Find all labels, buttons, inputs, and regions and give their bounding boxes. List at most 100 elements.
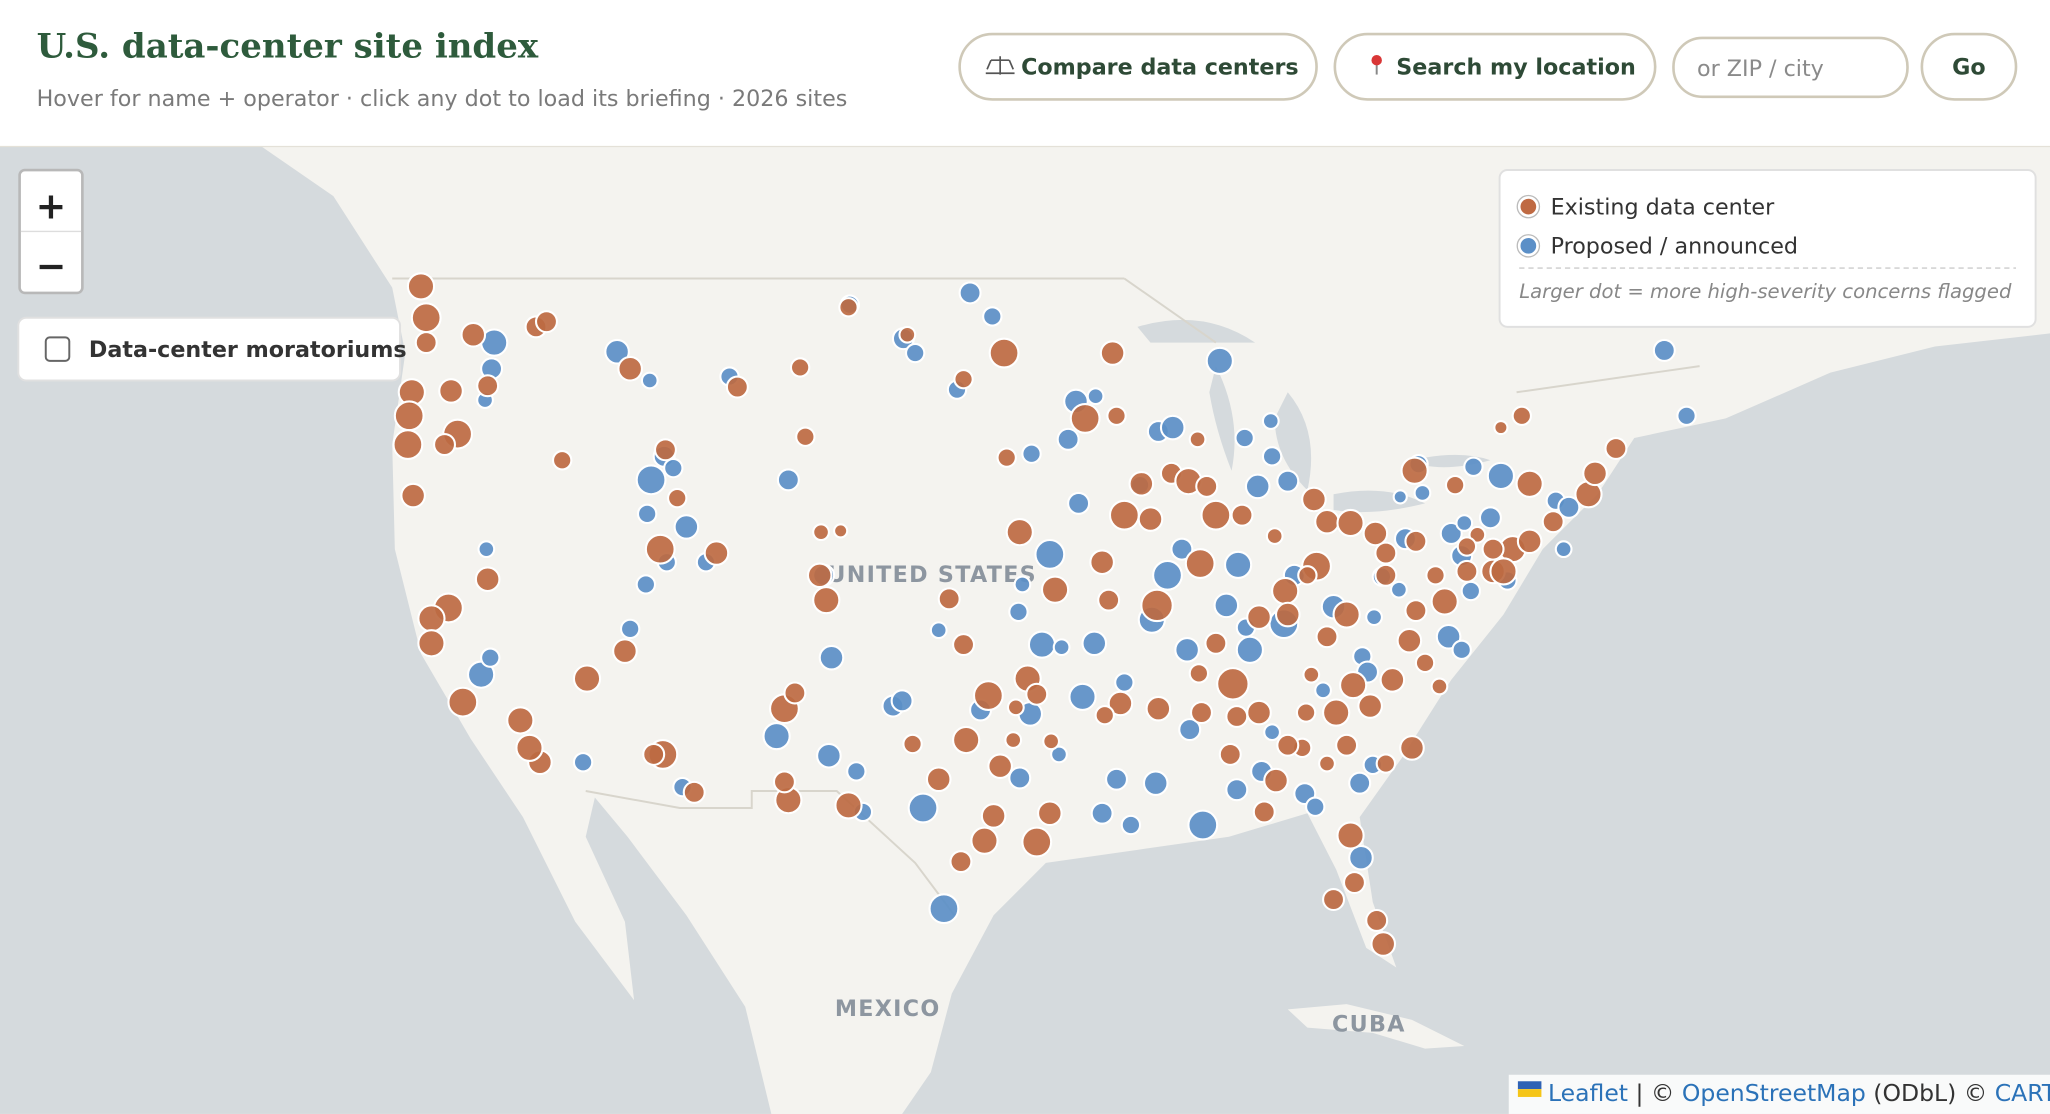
existing-site[interactable] [400, 482, 426, 509]
existing-site[interactable] [949, 850, 973, 874]
existing-site[interactable] [410, 302, 442, 334]
existing-site[interactable] [1516, 528, 1543, 555]
proposed-site[interactable] [1223, 550, 1253, 579]
existing-site[interactable] [1430, 677, 1449, 696]
existing-site[interactable] [972, 680, 1004, 712]
proposed-site[interactable] [1263, 723, 1281, 742]
existing-site[interactable] [925, 766, 952, 793]
existing-site[interactable] [1481, 537, 1505, 561]
existing-site[interactable] [1037, 800, 1063, 827]
existing-site[interactable] [1230, 503, 1254, 527]
existing-site[interactable] [1336, 508, 1365, 538]
existing-site[interactable] [1379, 667, 1406, 693]
proposed-site[interactable] [1365, 608, 1383, 627]
proposed-site[interactable] [1305, 796, 1326, 817]
existing-site[interactable] [838, 297, 859, 318]
proposed-site[interactable] [1652, 338, 1676, 362]
existing-site[interactable] [1108, 499, 1140, 531]
existing-site[interactable] [1374, 541, 1398, 565]
existing-site[interactable] [460, 321, 487, 348]
existing-site[interactable] [682, 780, 706, 804]
existing-site[interactable] [980, 803, 1007, 829]
existing-site[interactable] [1455, 559, 1479, 583]
existing-site[interactable] [834, 791, 863, 820]
proposed-site[interactable] [1068, 682, 1097, 712]
proposed-site[interactable] [1174, 637, 1200, 663]
proposed-site[interactable] [1463, 456, 1484, 477]
existing-site[interactable] [1511, 405, 1533, 426]
existing-site[interactable] [1042, 732, 1061, 751]
proposed-site[interactable] [635, 464, 667, 496]
proposed-site[interactable] [776, 468, 800, 492]
proposed-site[interactable] [904, 342, 926, 364]
moratorium-toggle[interactable]: Data-center moratoriums [17, 316, 407, 382]
proposed-site[interactable] [673, 514, 700, 540]
existing-site[interactable] [937, 587, 961, 611]
existing-site[interactable] [1604, 436, 1628, 460]
existing-site[interactable] [996, 447, 1017, 468]
proposed-site[interactable] [762, 721, 791, 751]
proposed-site[interactable] [663, 457, 684, 479]
existing-site[interactable] [703, 540, 730, 566]
existing-site[interactable] [795, 426, 816, 447]
proposed-site[interactable] [1090, 801, 1114, 825]
existing-site[interactable] [898, 325, 917, 344]
proposed-site[interactable] [1008, 601, 1029, 623]
existing-site[interactable] [1128, 470, 1155, 497]
existing-site[interactable] [1099, 340, 1126, 366]
existing-site[interactable] [1493, 419, 1509, 436]
proposed-site[interactable] [1086, 387, 1105, 406]
proposed-site[interactable] [1314, 681, 1332, 700]
existing-site[interactable] [1374, 563, 1398, 587]
existing-site[interactable] [515, 733, 544, 762]
existing-site[interactable] [812, 523, 830, 542]
existing-site[interactable] [1375, 753, 1397, 774]
proposed-site[interactable] [635, 574, 657, 595]
existing-site[interactable] [1184, 548, 1216, 579]
existing-site[interactable] [1069, 402, 1101, 434]
proposed-site[interactable] [477, 540, 496, 559]
existing-site[interactable] [1362, 520, 1389, 547]
existing-site[interactable] [1297, 565, 1318, 586]
proposed-site[interactable] [1413, 484, 1432, 502]
compare-button[interactable]: Compare data centers [958, 32, 1318, 101]
go-button[interactable]: Go [1920, 32, 2018, 101]
existing-site[interactable] [1246, 699, 1272, 726]
existing-site[interactable] [644, 533, 676, 565]
existing-site[interactable] [1318, 754, 1336, 773]
proposed-site[interactable] [1187, 809, 1219, 841]
proposed-site[interactable] [1460, 580, 1482, 602]
existing-site[interactable] [1276, 733, 1300, 757]
existing-site[interactable] [1106, 405, 1127, 426]
existing-site[interactable] [1336, 821, 1365, 850]
existing-site[interactable] [1040, 575, 1070, 604]
existing-site[interactable] [1216, 667, 1250, 701]
existing-site[interactable] [952, 633, 976, 657]
existing-site[interactable] [612, 638, 638, 664]
existing-site[interactable] [1301, 486, 1327, 513]
proposed-site[interactable] [1067, 491, 1091, 515]
proposed-site[interactable] [1027, 630, 1057, 659]
existing-site[interactable] [1399, 735, 1425, 761]
existing-site[interactable] [667, 487, 688, 509]
proposed-site[interactable] [846, 761, 867, 782]
existing-site[interactable] [417, 629, 446, 658]
existing-site[interactable] [572, 664, 602, 693]
existing-site[interactable] [1218, 742, 1242, 766]
proposed-site[interactable] [982, 306, 1003, 327]
existing-site[interactable] [952, 725, 981, 755]
proposed-site[interactable] [816, 742, 842, 769]
proposed-site[interactable] [1348, 771, 1372, 795]
proposed-site[interactable] [480, 647, 501, 668]
existing-site[interactable] [417, 604, 446, 633]
existing-site[interactable] [1489, 557, 1518, 586]
existing-site[interactable] [1339, 671, 1368, 700]
existing-site[interactable] [1246, 604, 1272, 630]
existing-site[interactable] [783, 681, 807, 705]
existing-site[interactable] [1404, 599, 1428, 623]
existing-site[interactable] [642, 742, 666, 766]
existing-site[interactable] [1265, 527, 1284, 545]
carto-link[interactable]: CARTO [1995, 1079, 2050, 1107]
proposed-site[interactable] [1276, 469, 1300, 493]
existing-site[interactable] [438, 378, 464, 404]
